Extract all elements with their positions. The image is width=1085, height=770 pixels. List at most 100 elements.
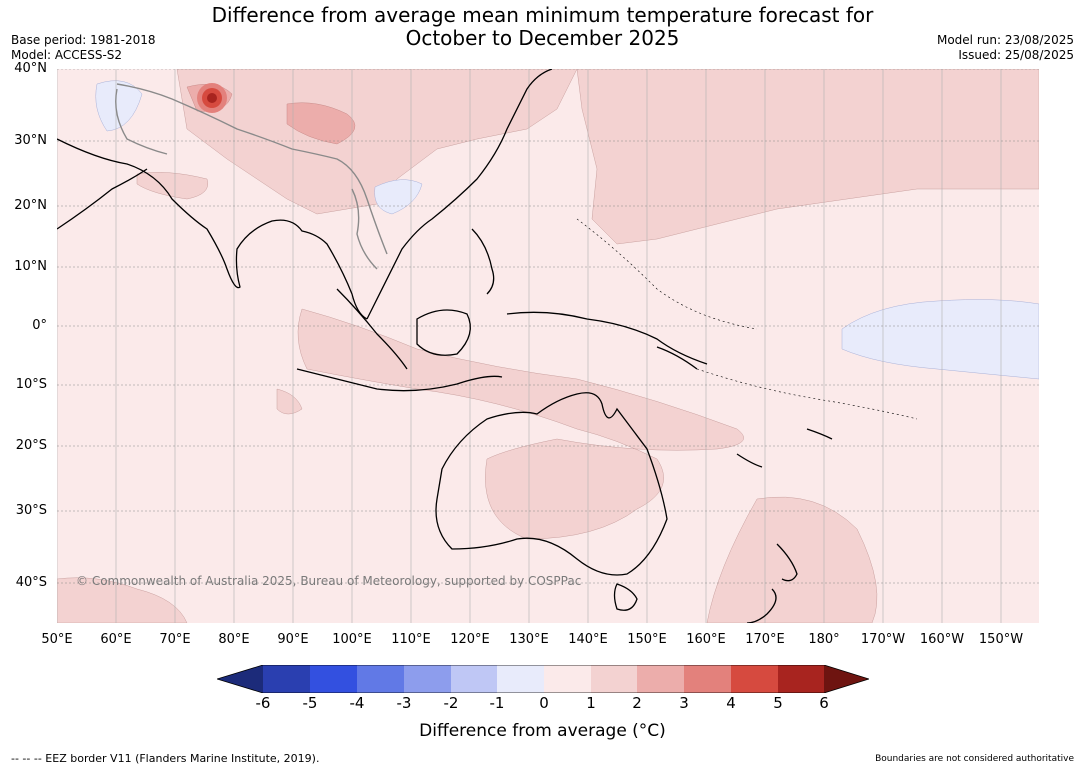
colorbar-bin	[404, 665, 451, 693]
lat-label-20s: 20°S	[15, 438, 47, 453]
colorbar-tick: 3	[679, 694, 689, 712]
colorbar-label: Difference from average (°C)	[419, 721, 666, 741]
colorbar-tick: 5	[773, 694, 783, 712]
coast-new-guinea	[506, 311, 708, 365]
colorbar-bin	[637, 665, 684, 693]
title-line-1: Difference from average mean minimum tem…	[211, 3, 874, 27]
country-borders	[115, 83, 388, 270]
colorbar-tick: -2	[443, 694, 459, 712]
lat-label-0: 0°	[32, 318, 47, 333]
lat-label-20n: 20°N	[14, 198, 47, 213]
coast-south-asia	[57, 138, 368, 320]
warmer-patch-tibet	[286, 102, 356, 145]
eez-note: -- -- -- EEZ border V11 (Flanders Marine…	[11, 752, 320, 765]
copyright-text: © Commonwealth of Australia 2025, Bureau…	[76, 574, 582, 588]
lon-label-150e: 150°E	[627, 632, 667, 647]
lon-label-170e: 170°E	[745, 632, 785, 647]
warm-region-tasman	[706, 496, 878, 623]
warm-region-north-pacific	[576, 69, 1039, 245]
lat-label-40s: 40°S	[15, 575, 47, 590]
colorbar-tick: -6	[255, 694, 271, 712]
cool-region-south-china	[374, 179, 423, 215]
colorbar	[217, 665, 869, 693]
lon-label-90e: 90°E	[277, 632, 309, 647]
metadata-left: Base period: 1981-2018 Model: ACCESS-S2	[11, 33, 156, 63]
border-indochina	[351, 188, 378, 270]
colorbar-tick: -3	[396, 694, 412, 712]
model-text: Model: ACCESS-S2	[11, 48, 123, 62]
lon-label-180: 180°	[808, 632, 840, 647]
coast-arabia	[57, 168, 148, 230]
coast-tasmania	[613, 583, 638, 611]
map-title: Difference from average mean minimum tem…	[0, 4, 1085, 50]
coast-borneo	[416, 309, 471, 356]
warm-region-southern-ocean	[57, 577, 188, 623]
lon-label-150w: 150°W	[978, 632, 1024, 647]
coast-nz-north	[776, 543, 798, 582]
lon-label-50e: 50°E	[41, 632, 73, 647]
colorbar-tick: 1	[586, 694, 596, 712]
hotspot-core	[207, 93, 217, 103]
lon-label-110e: 110°E	[391, 632, 431, 647]
model-run-text: Model run: 23/08/2025	[936, 33, 1074, 47]
colorbar-tick: 6	[819, 694, 829, 712]
map-canvas	[57, 69, 1039, 623]
colorbar-bin	[778, 665, 824, 693]
warm-region-maritime	[297, 308, 744, 540]
coast-australia	[435, 392, 668, 576]
coast-solomon	[656, 346, 698, 370]
cool-region-central-pacific	[841, 299, 1039, 380]
coast-philippines	[471, 228, 495, 295]
colorbar-tick: -1	[489, 694, 505, 712]
eez-borders	[576, 218, 918, 420]
colorbar-tick: 0	[539, 694, 549, 712]
coast-java	[296, 368, 503, 392]
colorbar-bin	[357, 665, 404, 693]
coast-sumatra	[336, 288, 408, 370]
colorbar-tick: 2	[632, 694, 642, 712]
lon-label-70e: 70°E	[159, 632, 191, 647]
lon-label-160w: 160°W	[919, 632, 965, 647]
coast-nz-south	[746, 588, 777, 623]
warm-patch-indian-ocean	[276, 388, 303, 415]
title-line-2: October to December 2025	[405, 26, 680, 50]
colorbar-bin	[591, 665, 637, 693]
issued-text: Issued: 25/08/2025	[958, 48, 1074, 62]
colorbar-bin	[684, 665, 731, 693]
lat-label-10n: 10°N	[14, 259, 47, 274]
colorbar-tick: -4	[349, 694, 365, 712]
coast-fiji	[806, 428, 833, 440]
coast-east-asia	[366, 69, 553, 320]
lat-label-10s: 10°S	[15, 377, 47, 392]
colorbar-bin	[263, 665, 310, 693]
graticule	[57, 69, 1002, 623]
lat-label-30n: 30°N	[14, 133, 47, 148]
lat-label-30s: 30°S	[15, 503, 47, 518]
colorbar-bin	[544, 665, 591, 693]
colorbar-bin	[731, 665, 778, 693]
forecast-map	[57, 69, 1039, 623]
lon-label-100e: 100°E	[332, 632, 372, 647]
lon-label-130e: 130°E	[509, 632, 549, 647]
colorbar-arrow-high	[824, 665, 869, 693]
border-himalaya	[116, 83, 388, 255]
lon-label-120e: 120°E	[450, 632, 490, 647]
border-pakistan	[115, 88, 168, 155]
colorbar-tick: -5	[302, 694, 318, 712]
lon-label-170w: 170°W	[860, 632, 906, 647]
lon-label-140e: 140°E	[568, 632, 608, 647]
colorbar-bin	[451, 665, 497, 693]
metadata-right: Model run: 23/08/2025 Issued: 25/08/2025	[937, 33, 1074, 63]
eez-line-2	[696, 368, 918, 420]
colorbar-tick: 4	[726, 694, 736, 712]
colorbar-arrow-low	[217, 665, 263, 693]
coast-new-caledonia	[736, 453, 763, 468]
cool-region-afghanistan	[95, 80, 143, 132]
coastlines	[57, 69, 833, 623]
lat-label-40n: 40°N	[14, 61, 47, 76]
colorbar-bin	[310, 665, 357, 693]
eez-line-1	[576, 218, 758, 330]
lon-label-60e: 60°E	[100, 632, 132, 647]
boundary-note: Boundaries are not considered authoritat…	[875, 754, 1074, 764]
base-period-text: Base period: 1981-2018	[11, 33, 156, 47]
